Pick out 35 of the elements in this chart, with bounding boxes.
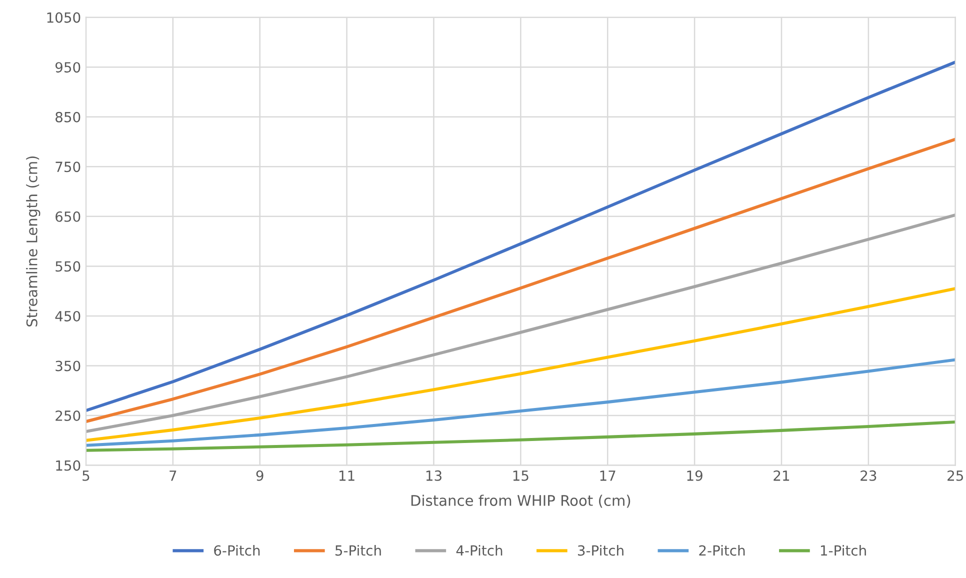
- x-tick-label: 13: [426, 470, 442, 481]
- y-tick-label: 1050: [47, 12, 80, 23]
- line-series: [86, 420, 956, 452]
- x-tick-label: 17: [600, 470, 616, 481]
- line-series: [86, 138, 956, 424]
- legend-label: 2-Pitch: [699, 544, 745, 556]
- y-tick-label: 550: [56, 261, 80, 272]
- y-tick-label: 250: [56, 410, 80, 421]
- legend-label: 3-Pitch: [578, 544, 624, 556]
- x-tick-label: 7: [170, 470, 176, 481]
- line-series: [86, 358, 956, 447]
- legend-label: 5-Pitch: [335, 544, 381, 556]
- legend-label: 6-Pitch: [214, 544, 260, 556]
- y-tick-label: 350: [56, 360, 80, 372]
- line-series: [86, 287, 956, 442]
- x-tick-label: 25: [948, 470, 963, 481]
- x-tick-label: 15: [513, 470, 528, 481]
- x-tick-label: 5: [82, 470, 90, 481]
- y-tick-label: 650: [56, 211, 80, 222]
- y-tick-label: 950: [55, 62, 80, 73]
- legend-label: 1-Pitch: [820, 544, 866, 556]
- line-series: [86, 213, 956, 433]
- y-tick-label: 150: [56, 460, 80, 471]
- legend-label: 4-Pitch: [456, 544, 502, 556]
- line-series: [86, 60, 956, 412]
- y-tick-label: 450: [55, 310, 80, 322]
- x-tick-label: 23: [860, 470, 876, 481]
- y-tick-label: 750: [56, 162, 80, 172]
- x-tick-label: 9: [256, 470, 264, 481]
- x-axis-title: Distance from WHIP Root (cm): [411, 494, 630, 508]
- y-axis-title: Streamline Length (cm): [26, 156, 40, 326]
- x-tick-label: 11: [339, 470, 354, 481]
- x-tick-label: 19: [687, 470, 702, 481]
- x-tick-label: 21: [774, 470, 790, 481]
- y-tick-label: 850: [56, 112, 80, 122]
